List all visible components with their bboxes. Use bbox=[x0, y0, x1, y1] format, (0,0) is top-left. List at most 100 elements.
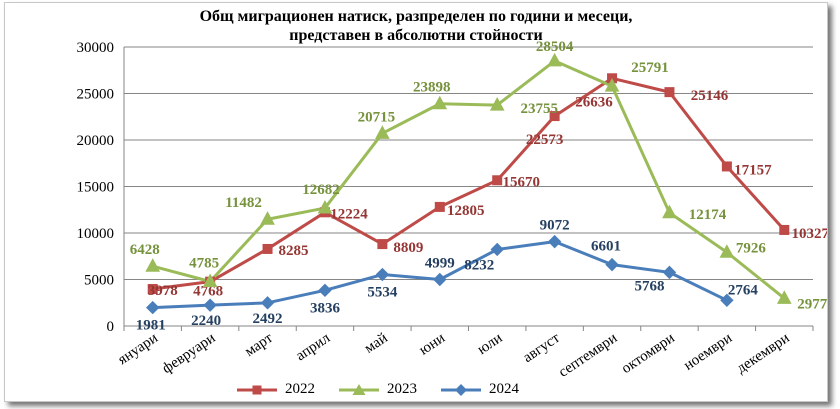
data-label-2022: 17157 bbox=[734, 162, 772, 178]
data-label-2024: 1981 bbox=[136, 318, 166, 334]
marker-2022 bbox=[434, 201, 445, 212]
data-label-2022: 22573 bbox=[526, 132, 564, 148]
marker-2024 bbox=[605, 257, 619, 272]
legend-label-2022: 2022 bbox=[285, 381, 315, 397]
marker-2023 bbox=[375, 125, 390, 139]
data-label-2023: 2977 bbox=[797, 296, 827, 312]
x-tick-label: октомври bbox=[619, 330, 678, 377]
legend-item-2022: 2022 bbox=[235, 381, 315, 398]
x-tick-label: август bbox=[520, 330, 563, 366]
data-label-2022: 4768 bbox=[193, 284, 223, 300]
marker-2024 bbox=[375, 267, 390, 282]
y-tick-label: 20000 bbox=[77, 133, 115, 149]
y-tick-label: 25000 bbox=[77, 87, 115, 103]
data-label-2024: 5534 bbox=[367, 285, 398, 301]
marker-2023 bbox=[662, 204, 677, 219]
marker-2022 bbox=[262, 243, 273, 254]
data-label-2024: 2240 bbox=[191, 313, 221, 329]
chart-title-line2: представен в абсолютни стойности bbox=[289, 27, 543, 44]
marker-2023 bbox=[432, 95, 448, 110]
marker-2022 bbox=[377, 239, 388, 250]
data-label-2024: 6601 bbox=[591, 239, 621, 255]
y-tick-label: 5000 bbox=[84, 273, 114, 289]
x-tick-label: декември bbox=[734, 330, 793, 377]
marker-2024 bbox=[318, 283, 332, 298]
marker-2023 bbox=[776, 290, 792, 304]
x-tick-label: юли bbox=[475, 330, 506, 358]
marker-2023 bbox=[145, 258, 161, 272]
x-tick-label: май bbox=[362, 330, 391, 357]
data-label-2024: 3836 bbox=[310, 300, 341, 316]
marker-2023 bbox=[604, 78, 620, 92]
data-label-2024: 5768 bbox=[634, 278, 664, 294]
y-tick-label: 30000 bbox=[77, 40, 115, 56]
marker-2023 bbox=[202, 273, 218, 287]
line-chart: 0 5000 10000 15000 20000 25000 30000 януарифевр… bbox=[77, 39, 828, 381]
data-label-2023: 23898 bbox=[413, 80, 451, 96]
marker-2024 bbox=[203, 298, 217, 312]
data-label-2023: 25791 bbox=[631, 60, 669, 76]
legend-item-2024: 2024 bbox=[439, 381, 519, 398]
x-tick-label: април bbox=[293, 330, 333, 365]
marker-2022 bbox=[779, 224, 790, 235]
data-label-2023: 4785 bbox=[189, 255, 219, 271]
series-line-2023 bbox=[152, 59, 786, 300]
marker-2022 bbox=[492, 175, 503, 186]
marker-2022 bbox=[549, 111, 560, 122]
data-label-2023: 6428 bbox=[130, 242, 160, 258]
data-label-2023: 7926 bbox=[736, 240, 767, 256]
data-label-2022: 3978 bbox=[148, 283, 178, 299]
data-label-2022: 8809 bbox=[393, 240, 423, 256]
series-line-2022 bbox=[152, 76, 786, 291]
legend-label-2023: 2023 bbox=[387, 381, 417, 397]
data-label-2024: 2764 bbox=[728, 282, 759, 298]
marker-2024 bbox=[547, 234, 562, 249]
x-tick-label: септември bbox=[556, 330, 620, 381]
marker-2024 bbox=[720, 293, 734, 308]
x-tick-label: ноември bbox=[681, 330, 735, 374]
marker-2022 bbox=[147, 284, 158, 295]
x-tick-label: март bbox=[242, 330, 276, 360]
legend-item-2023: 2023 bbox=[337, 381, 417, 398]
data-label-2023: 12174 bbox=[689, 207, 727, 223]
data-label-2022: 26636 bbox=[575, 94, 613, 110]
marker-2023 bbox=[317, 200, 333, 214]
legend-swatch-2024 bbox=[441, 383, 481, 396]
marker-2024 bbox=[662, 265, 677, 280]
y-tick-label: 15000 bbox=[77, 180, 115, 196]
data-label-2022: 12224 bbox=[330, 206, 368, 222]
data-label-2022: 15670 bbox=[502, 174, 540, 190]
data-label-2024: 9072 bbox=[540, 218, 570, 234]
marker-2024 bbox=[490, 242, 504, 257]
data-label-2023: 20715 bbox=[358, 109, 396, 125]
data-label-2023: 12682 bbox=[302, 182, 340, 198]
marker-2024 bbox=[260, 296, 275, 310]
marker-2022 bbox=[664, 87, 675, 98]
data-label-2022: 8285 bbox=[279, 243, 309, 259]
chart-title-line1: Общ миграционен натиск, разпределен по г… bbox=[199, 8, 633, 25]
data-label-2024: 4999 bbox=[425, 256, 455, 272]
chart-frame: Общ миграционен натиск, разпределен по г… bbox=[4, 2, 828, 402]
y-tick-label: 0 bbox=[107, 319, 115, 335]
marker-2023 bbox=[489, 97, 505, 111]
marker-2022 bbox=[721, 161, 732, 172]
data-label-2024: 2492 bbox=[253, 311, 283, 327]
x-tick-label: юни bbox=[416, 330, 448, 359]
data-label-2023: 23755 bbox=[520, 101, 558, 117]
marker-2023 bbox=[719, 244, 735, 258]
x-tick-label: януари bbox=[115, 330, 161, 368]
data-label-2023: 28504 bbox=[536, 39, 574, 55]
legend-label-2024: 2024 bbox=[489, 381, 519, 397]
data-label-2022: 12805 bbox=[447, 203, 485, 219]
marker-2024 bbox=[146, 300, 160, 315]
legend-swatch-2022 bbox=[237, 385, 277, 394]
data-label-2023: 11482 bbox=[225, 195, 262, 211]
marker-2024 bbox=[433, 272, 447, 287]
marker-2023 bbox=[547, 52, 562, 67]
data-label-2024: 8232 bbox=[464, 257, 494, 273]
data-label-2022: 10327 bbox=[792, 226, 827, 242]
legend-swatch-2023 bbox=[339, 383, 379, 395]
x-tick-label: февруари bbox=[159, 330, 218, 377]
data-label-2022: 25146 bbox=[691, 88, 729, 104]
chart-legend: 2022 2023 2024 bbox=[235, 381, 519, 398]
